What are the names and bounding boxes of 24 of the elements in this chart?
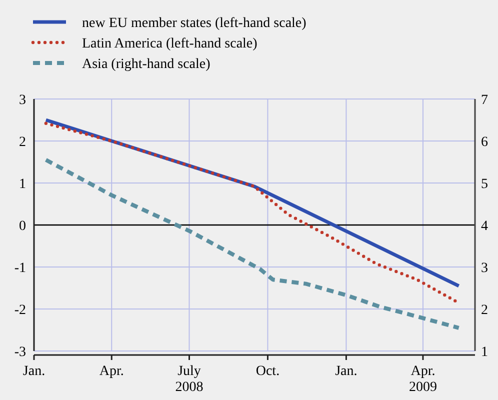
legend-label: Asia (right-hand scale) <box>82 57 211 72</box>
x-tick-label: Jan. <box>335 364 358 379</box>
legend-label: new EU member states (left-hand scale) <box>82 16 307 31</box>
y2-tick-label: 5 <box>481 177 488 192</box>
x-tick-label: Apr. <box>99 364 124 379</box>
y-tick-label: 1 <box>19 177 26 192</box>
y-tick-label: -3 <box>14 345 26 360</box>
y2-tick-label: 1 <box>481 345 488 360</box>
y2-tick-label: 6 <box>481 135 488 150</box>
y2-tick-label: 3 <box>481 261 488 276</box>
y-tick-label: 2 <box>19 135 26 150</box>
x-tick-label: July 2008 <box>175 364 204 395</box>
x-tick-label: Apr. 2009 <box>408 364 437 395</box>
y2-tick-label: 2 <box>481 303 488 318</box>
x-tick-label: Jan. <box>22 364 46 379</box>
y-tick-label: -2 <box>14 303 26 318</box>
legend-label: Latin America (left-hand scale) <box>82 36 258 52</box>
y-tick-label: -1 <box>14 261 26 276</box>
y2-tick-label: 4 <box>481 219 488 234</box>
x-tick-label: Oct. <box>256 364 280 379</box>
y-tick-label: 0 <box>19 219 26 234</box>
y2-tick-label: 7 <box>481 93 488 108</box>
y-tick-label: 3 <box>19 93 26 108</box>
line-series <box>44 158 461 330</box>
